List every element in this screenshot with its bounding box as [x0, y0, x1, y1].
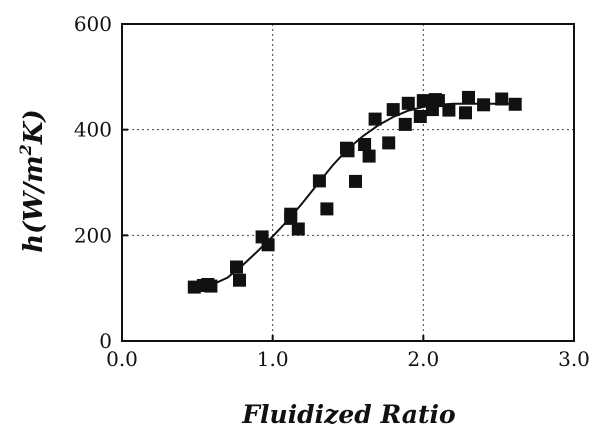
data-point — [459, 106, 472, 120]
data-point — [358, 138, 372, 151]
data-point — [349, 174, 362, 188]
data-point — [401, 96, 415, 110]
data-point — [442, 103, 456, 117]
y-tick-label: 200 — [74, 223, 112, 247]
data-point — [495, 92, 509, 106]
data-point — [233, 273, 246, 287]
y-tick-labels: 0 200 400 600 — [74, 12, 112, 353]
data-point — [312, 174, 326, 188]
y-axis-title: h(W/m2K) — [16, 109, 49, 252]
data-point — [462, 90, 475, 104]
y-tick-label: 600 — [74, 12, 112, 36]
y-tick-label: 400 — [74, 118, 112, 142]
grid-lines — [122, 24, 574, 341]
data-point — [320, 202, 334, 216]
data-point — [368, 112, 382, 126]
data-point — [431, 94, 445, 108]
axis-ticks — [121, 23, 575, 342]
data-point — [477, 98, 491, 112]
x-tick-label: 0.0 — [106, 347, 138, 371]
x-tick-label: 1.0 — [257, 347, 289, 371]
x-axis-title: Fluidized Ratio — [241, 400, 455, 429]
data-point — [382, 136, 396, 150]
data-point — [230, 260, 243, 274]
data-point — [261, 238, 275, 252]
data-point — [341, 144, 355, 158]
y-axis-title-tail: K) — [19, 109, 49, 145]
data-point — [398, 117, 412, 131]
data-point — [291, 222, 305, 236]
data-point — [413, 110, 427, 123]
y-tick-label: 0 — [99, 329, 112, 353]
data-point — [362, 149, 376, 163]
plot-frame — [121, 23, 575, 342]
y-axis-title-superscript: 2 — [16, 144, 35, 156]
x-tick-label: 2.0 — [407, 347, 439, 371]
data-point — [386, 103, 400, 117]
data-point — [508, 97, 522, 111]
data-point — [204, 279, 218, 293]
data-point — [284, 211, 298, 225]
data-points — [187, 90, 522, 294]
fit-curve — [197, 102, 514, 289]
y-axis-title-main: h(W/m — [19, 155, 49, 252]
x-tick-labels: 0.0 1.0 2.0 3.0 — [106, 347, 590, 371]
x-tick-label: 3.0 — [558, 347, 590, 371]
